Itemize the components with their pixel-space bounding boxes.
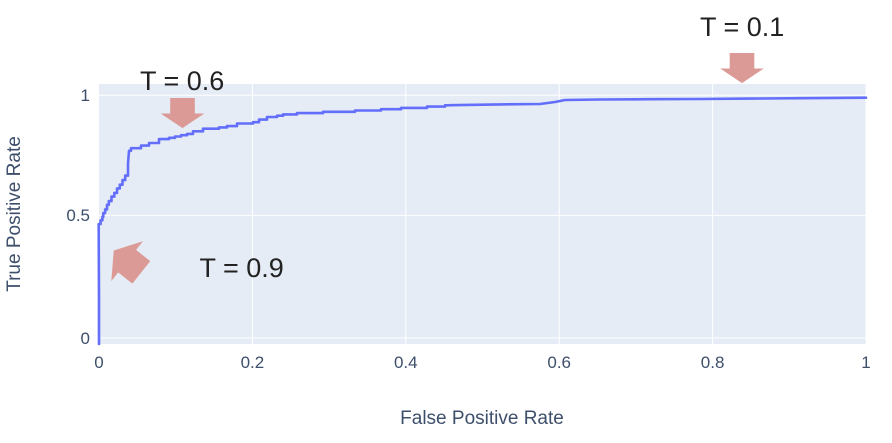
svg-text:True Positive Rate: True Positive Rate [4, 136, 25, 292]
svg-text:0.8: 0.8 [701, 353, 725, 372]
svg-text:T = 0.9: T = 0.9 [200, 253, 284, 283]
svg-text:T = 0.1: T = 0.1 [700, 12, 784, 42]
svg-text:0.4: 0.4 [394, 353, 418, 372]
svg-text:0.2: 0.2 [241, 353, 265, 372]
svg-text:0: 0 [81, 329, 90, 348]
svg-text:T = 0.6: T = 0.6 [140, 66, 224, 96]
svg-text:1: 1 [81, 86, 90, 105]
svg-text:False Positive Rate: False Positive Rate [400, 408, 564, 429]
svg-text:0: 0 [94, 353, 103, 372]
svg-text:1: 1 [861, 353, 870, 372]
svg-text:0.5: 0.5 [66, 206, 90, 225]
svg-text:0.6: 0.6 [547, 353, 571, 372]
